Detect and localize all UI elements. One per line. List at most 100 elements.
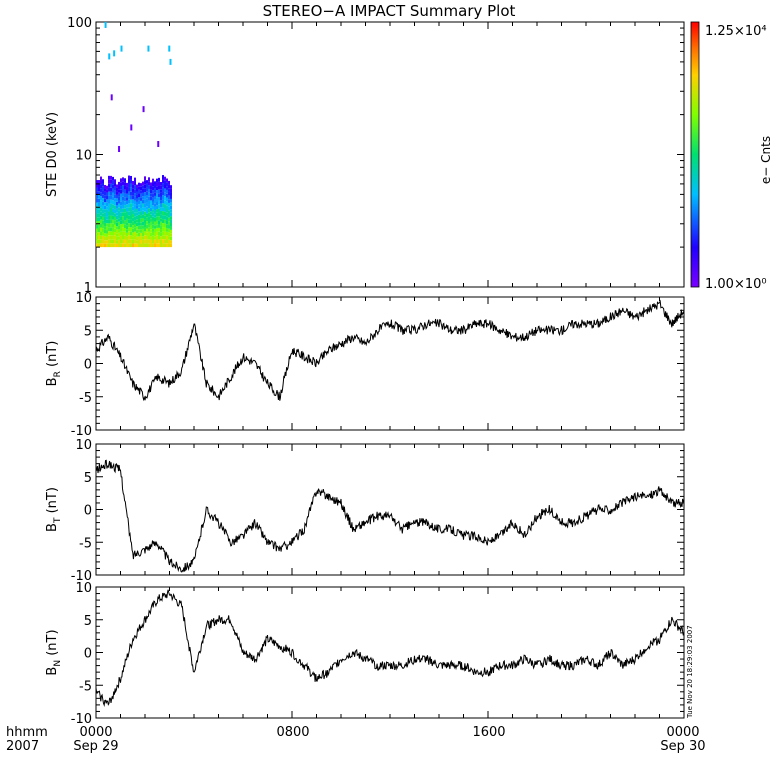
spectro-cell [170, 229, 172, 234]
spectro-cell [116, 240, 118, 244]
spectro-cell [100, 188, 102, 193]
spectro-cell [162, 239, 164, 244]
spectro-cell [120, 189, 122, 194]
spectro-point [168, 45, 171, 52]
spectro-cell [130, 191, 132, 196]
spectro-cell [144, 207, 146, 212]
spectro-cell [104, 229, 106, 234]
spectro-cell [118, 196, 120, 201]
spectro-cell [142, 199, 144, 204]
spectro-cell [106, 233, 108, 237]
spectro-cell [138, 229, 140, 233]
spectro-cell [96, 224, 98, 229]
spectro-cell [144, 231, 146, 236]
spectro-cell [168, 188, 170, 192]
spectro-point [118, 146, 121, 153]
spectro-cell [100, 207, 102, 212]
spectro-cell [158, 216, 160, 221]
spectro-cell [148, 177, 150, 182]
spectro-cell [104, 202, 106, 206]
x-date-label-3: Sep 30 [660, 739, 705, 754]
spectro-cell [128, 231, 130, 236]
spectro-cell [164, 219, 166, 224]
spectro-cell [106, 213, 108, 217]
y-tick-label: 0 [84, 504, 92, 519]
spectro-cell [104, 216, 106, 220]
spectro-point [142, 106, 145, 113]
spectro-cell [130, 231, 132, 236]
spectro-cell [100, 219, 102, 224]
spectro-cell [106, 206, 108, 210]
spectro-cell [144, 184, 146, 189]
spectro-cell [102, 183, 104, 187]
spectro-cell [128, 243, 130, 248]
spectro-cell [166, 205, 168, 210]
spectro-cell [98, 187, 100, 192]
spectro-cell [154, 232, 156, 237]
spectro-cell [168, 184, 170, 189]
spectro-cell [112, 219, 114, 224]
spectro-cell [114, 209, 116, 214]
spectro-cell [136, 215, 138, 220]
spectro-cell [140, 243, 142, 248]
spectro-cell [130, 207, 132, 212]
spectro-cell [134, 235, 136, 240]
spectro-cell [112, 192, 114, 197]
spectro-cell [98, 191, 100, 195]
colorbar: 1.25×10⁴ 1.00×10⁰ e− Cnts [690, 21, 773, 292]
spectro-cell [110, 207, 112, 212]
spectro-cell [166, 193, 168, 198]
colorbar-gradient [690, 21, 700, 288]
spectro-cell [114, 239, 116, 244]
spectro-cell [142, 203, 144, 208]
spectro-cell [112, 184, 114, 189]
spectro-cell [128, 223, 130, 228]
spectro-cell [146, 195, 148, 199]
spectro-cell [144, 176, 146, 181]
spectro-cell [132, 195, 134, 200]
spectro-cell [136, 226, 138, 230]
spectro-cell [96, 202, 98, 207]
spectro-cell [142, 236, 144, 240]
spectro-cell [164, 215, 166, 220]
series-line-T [95, 459, 685, 573]
spectro-cell [120, 239, 122, 244]
spectro-cell [158, 224, 160, 228]
spectrogram-panel [96, 21, 172, 248]
spectro-cell [150, 236, 152, 240]
spectro-cell [144, 243, 146, 248]
spectro-cell [110, 195, 112, 200]
spectro-cell [150, 196, 152, 201]
spectro-cell [96, 183, 98, 188]
spectro-cell [160, 239, 162, 244]
spectro-cell [160, 210, 162, 215]
spectro-cell [162, 187, 164, 192]
spectro-cell [138, 232, 140, 237]
spectro-y-tick-label: 1 [84, 281, 92, 296]
spectro-cell [148, 227, 150, 232]
y-tick-label: -10 [71, 569, 92, 584]
spectro-cell [150, 211, 152, 215]
spectro-cell [120, 224, 122, 229]
spectro-cell [130, 243, 132, 248]
spectro-cell [124, 205, 126, 209]
spectro-cell [118, 243, 120, 248]
spectro-cell [120, 231, 122, 236]
spectro-cell [128, 235, 130, 240]
spectro-cell [168, 243, 170, 248]
spectro-cell [132, 214, 134, 218]
spectro-cell [132, 199, 134, 203]
spectro-cell [148, 231, 150, 236]
spectro-cell [162, 195, 164, 200]
spectro-cell [120, 182, 122, 187]
spectro-cell [120, 205, 122, 209]
spectro-cell [164, 207, 166, 212]
spectro-cell [170, 198, 172, 203]
spectro-cell [158, 231, 160, 236]
spectro-cell [136, 188, 138, 192]
spectro-cell [110, 199, 112, 204]
spectro-cell [98, 183, 100, 188]
spectro-cell [136, 233, 138, 237]
spectro-cell [140, 200, 142, 205]
